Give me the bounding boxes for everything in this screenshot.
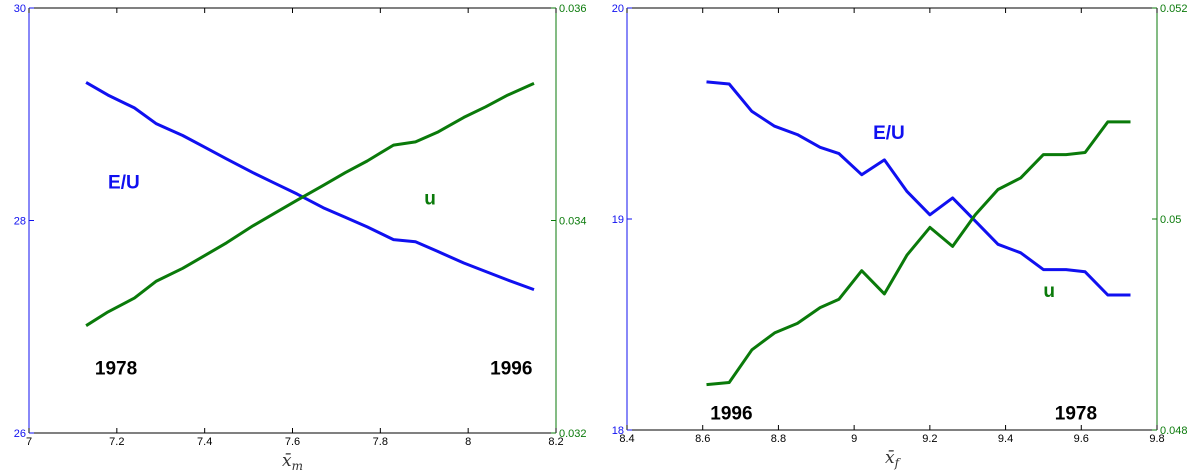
x-axis-label-subscript: f [894,456,902,470]
y-tick-label-right: 0.036 [559,3,587,15]
x-axis-label: x̄m [282,451,303,471]
x-tick-label: 7.2 [109,436,124,448]
x-axis-label-subscript: m [292,459,303,471]
x-axis-label-main: x̄ [282,451,292,471]
x-tick-label: 7.8 [373,436,388,448]
x-tick-label: 9.8 [1149,433,1164,445]
y-tick-label-right: 0.032 [559,428,587,440]
y-tick-label-left: 26 [14,428,26,440]
x-tick-label: 7 [26,436,32,448]
x-tick-label: 9.4 [998,433,1013,445]
x-tick-label: 7.6 [285,436,300,448]
y-tick-label-left: 20 [612,3,624,15]
series-line-eu [706,80,1131,297]
annotation-label: 1978 [95,359,137,380]
x-tick-label: 8.4 [619,433,634,445]
x-axis-label: x̄f [885,448,902,470]
annotation-label: 1996 [710,403,752,424]
x-axis-label-main: x̄ [885,448,895,468]
y-tick-label-right: 0.034 [559,216,587,228]
y-tick-label-right: 0.048 [1160,425,1188,437]
x-tick-label: 9.2 [922,433,937,445]
y-tick-label-left: 28 [14,216,26,228]
y-tick-label-left: 18 [612,425,624,437]
x-tick-label: 9.6 [1074,433,1089,445]
annotation-label: E/U [108,173,140,194]
annotation-label: u [424,189,436,210]
x-tick-label: 8.6 [695,433,710,445]
annotation-label: u [1043,281,1055,302]
series-line-u [706,120,1131,387]
annotation-label: E/U [873,123,905,144]
x-tick-label: 8 [465,436,471,448]
y-tick-label-left: 19 [612,214,624,226]
annotation-label: 1978 [1055,403,1097,424]
chart-panel-1: 7 7.2 7.4 7.6 7.8 8 8.2 26 28 30 0.032 0.034 0.036 E/… [14,3,587,471]
annotation-label: 1996 [490,359,532,380]
y-tick-label-right: 0.052 [1160,3,1188,15]
x-tick-label: 8.2 [548,436,563,448]
y-tick-label-right: 0.05 [1160,214,1181,226]
x-tick-label: 8.8 [771,433,786,445]
x-tick-label: 7.4 [197,436,212,448]
series-line-u [85,82,535,327]
series-line-eu [85,81,535,292]
y-tick-label-left: 30 [14,3,26,15]
x-tick-label: 9 [851,433,857,445]
chart-panel-2: 8.4 8.6 8.8 9 9.2 9.4 9.6 9.8 18 19 20 0.048 0.05 0.0… [612,3,1188,470]
